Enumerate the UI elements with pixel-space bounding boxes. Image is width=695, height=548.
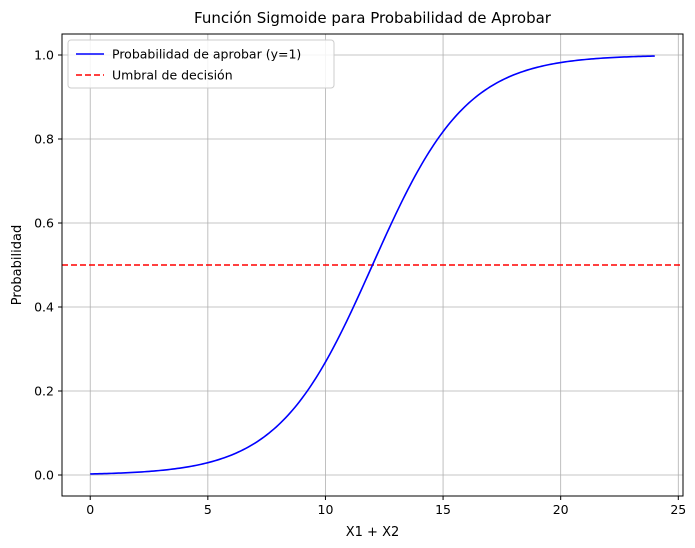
- x-tick-label: 0: [86, 502, 94, 517]
- x-axis-label: X1 + X2: [346, 525, 400, 540]
- y-axis-ticks: 0.0 0.2 0.4 0.6 0.8 1.0: [34, 48, 62, 483]
- x-tick-label: 20: [553, 502, 569, 517]
- y-tick-label: 0.8: [34, 132, 54, 147]
- legend-entry-label: Probabilidad de aprobar (y=1): [112, 47, 301, 62]
- y-tick-label: 1.0: [34, 48, 54, 63]
- y-tick-label: 0.0: [34, 468, 54, 483]
- legend: Probabilidad de aprobar (y=1) Umbral de d…: [67, 39, 335, 89]
- legend-entry-label: Umbral de decisión: [112, 68, 233, 83]
- x-tick-label: 25: [670, 502, 686, 517]
- y-axis-label: Probabilidad: [10, 225, 25, 305]
- x-tick-label: 10: [318, 502, 334, 517]
- probability-series-line: [90, 55, 655, 475]
- x-tick-label: 15: [435, 502, 451, 517]
- legend-box: [67, 39, 335, 89]
- y-tick-label: 0.2: [34, 384, 54, 399]
- y-tick-label: 0.6: [34, 216, 54, 231]
- y-tick-label: 0.4: [34, 300, 54, 315]
- x-tick-label: 5: [204, 502, 212, 517]
- x-axis-ticks: 0 5 10 15 20 25: [86, 496, 686, 517]
- series-lines: [90, 55, 655, 475]
- plot-area-frame: [61, 33, 684, 497]
- chart-title: Función Sigmoide para Probabilidad de Ap…: [194, 9, 552, 27]
